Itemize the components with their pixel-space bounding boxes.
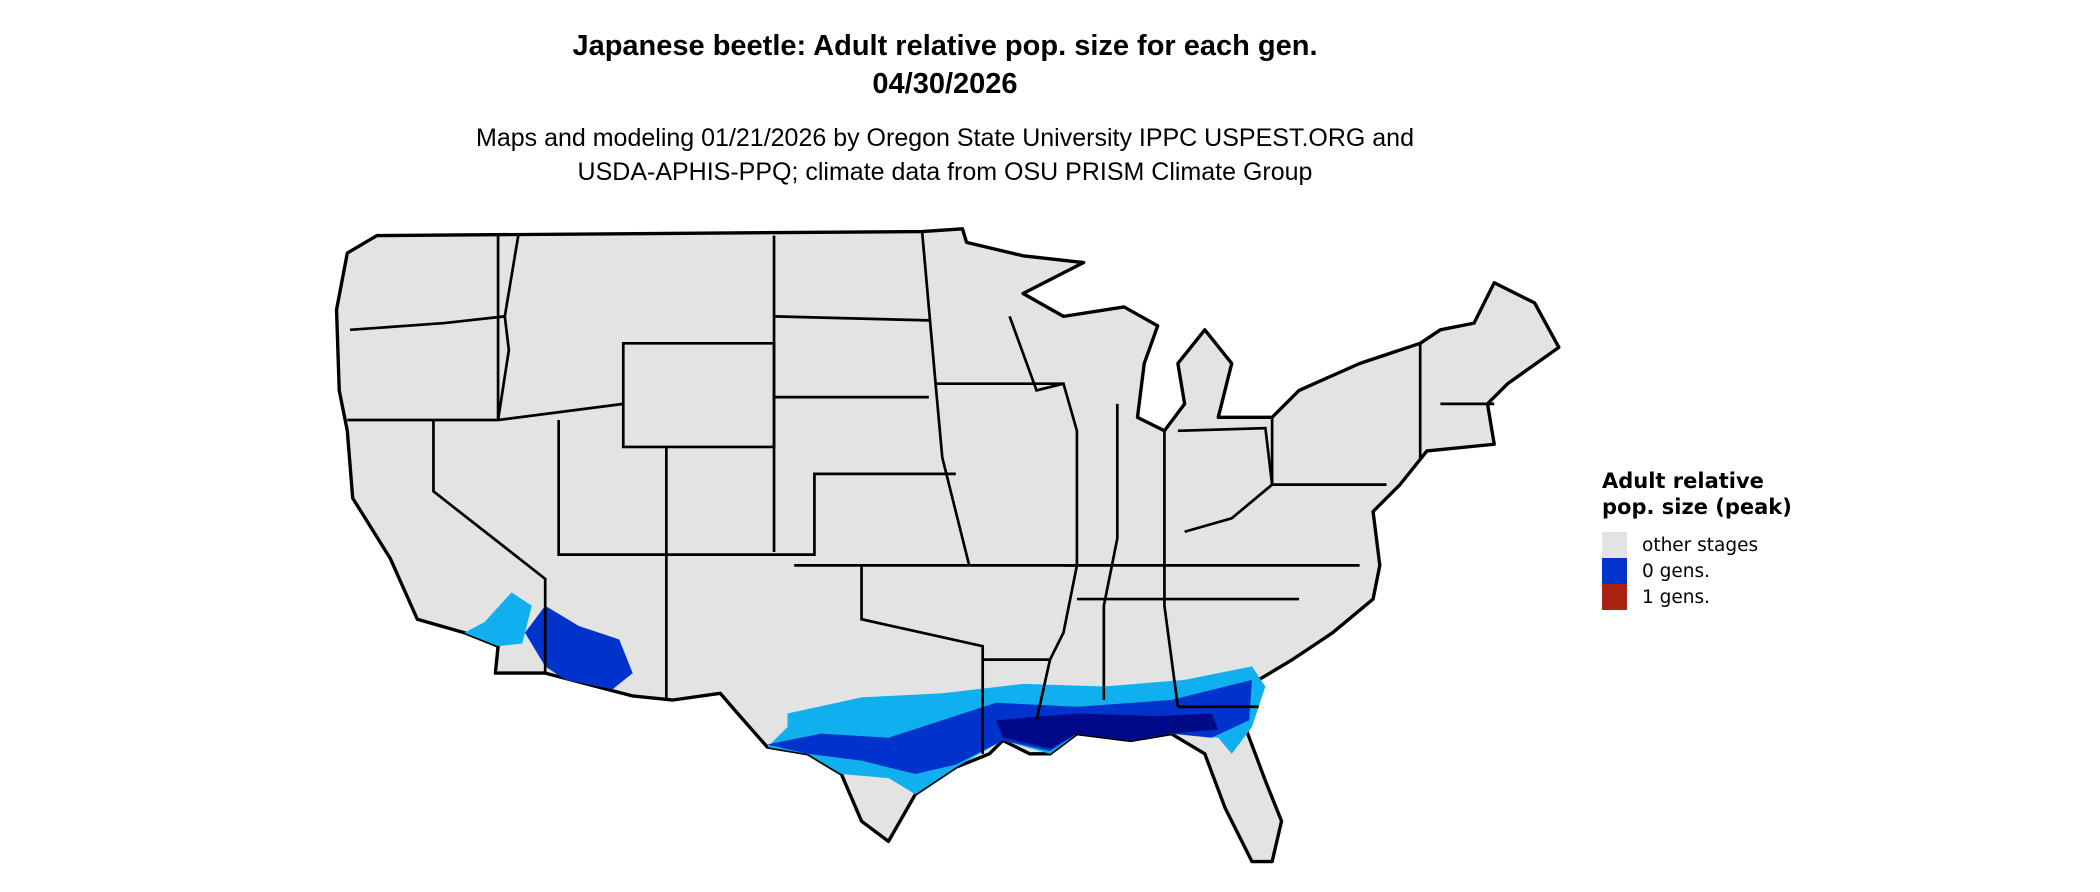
legend-item-0-gens: 0 gens. (1602, 558, 1822, 584)
subtitle-line-1: Maps and modeling 01/21/2026 by Oregon S… (476, 124, 1414, 152)
state-borders (347, 231, 1495, 754)
legend-title: Adult relative pop. size (peak) (1602, 469, 1792, 519)
legend-label: 0 gens. (1642, 560, 1711, 582)
legend: Adult relative pop. size (peak) other st… (1602, 468, 1822, 610)
legend-swatch (1602, 584, 1627, 610)
legend-label: other stages (1642, 534, 1759, 556)
map-title: Japanese beetle: Adult relative pop. siz… (572, 30, 1318, 62)
legend-item-other-stages: other stages (1602, 532, 1822, 558)
zone-california (464, 592, 532, 647)
us-land (334, 227, 1561, 864)
legend-swatch (1602, 532, 1627, 558)
map-date: 04/30/2026 (872, 68, 1018, 100)
zone-arizona (525, 605, 633, 690)
subtitle-line-2: USDA-APHIS-PPQ; climate data from OSU PR… (577, 158, 1313, 186)
pest-zones (464, 592, 1266, 795)
legend-label: 1 gens. (1642, 586, 1711, 608)
legend-item-1-gens: 1 gens. (1602, 584, 1822, 610)
legend-swatch (1602, 558, 1627, 584)
zone-dark-blue (996, 713, 1219, 749)
